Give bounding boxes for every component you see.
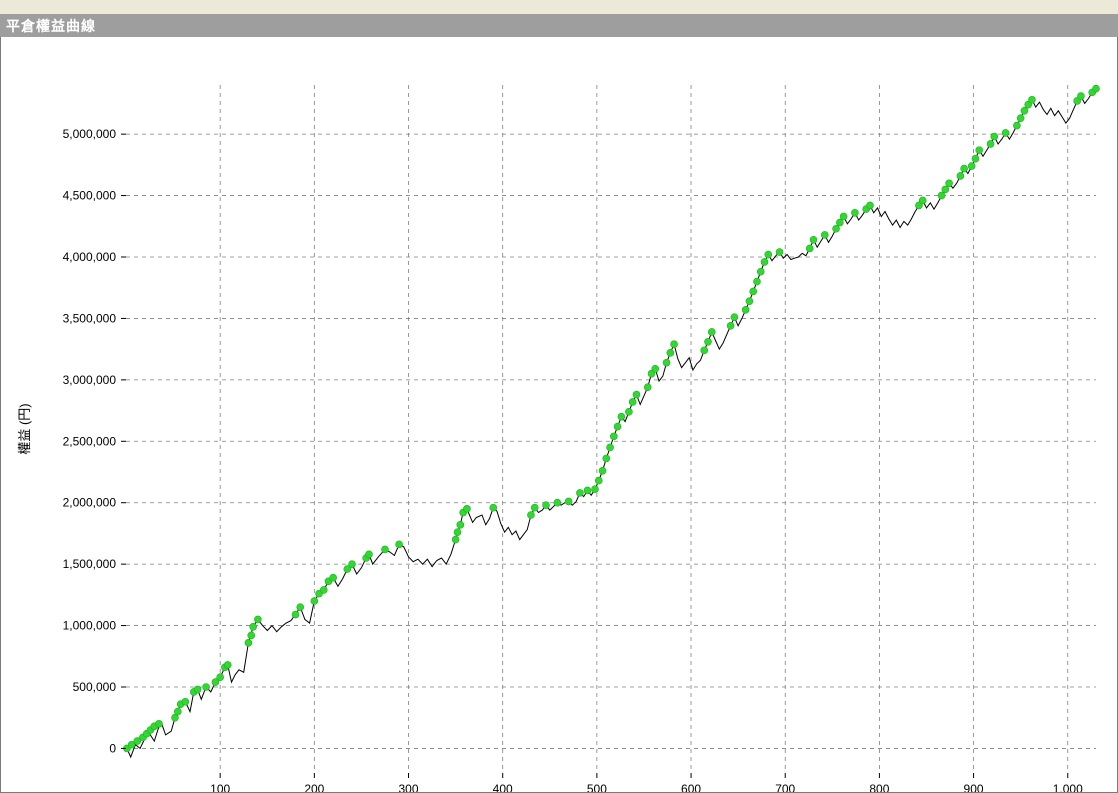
svg-text:200: 200 (304, 782, 324, 792)
window-title: 平倉權益曲線 (6, 16, 96, 36)
svg-text:900: 900 (964, 782, 984, 792)
svg-text:300: 300 (399, 782, 419, 792)
svg-text:5,000,000: 5,000,000 (63, 127, 117, 141)
svg-text:800: 800 (869, 782, 889, 792)
svg-text:1,000,000: 1,000,000 (63, 619, 117, 633)
svg-text:400: 400 (493, 782, 513, 792)
svg-text:1,000: 1,000 (1053, 782, 1083, 792)
svg-text:500: 500 (587, 782, 607, 792)
svg-text:4,000,000: 4,000,000 (63, 250, 117, 264)
svg-text:4,500,000: 4,500,000 (63, 189, 117, 203)
svg-text:權益 (円): 權益 (円) (17, 403, 32, 454)
svg-text:3,000,000: 3,000,000 (63, 373, 117, 387)
svg-text:0: 0 (109, 741, 116, 755)
window-titlebar: 平倉權益曲線 (0, 15, 1118, 37)
toolbar (0, 0, 1118, 15)
svg-text:100: 100 (210, 782, 230, 792)
svg-text:3,500,000: 3,500,000 (63, 311, 117, 325)
svg-text:600: 600 (681, 782, 701, 792)
svg-text:2,500,000: 2,500,000 (63, 434, 117, 448)
svg-text:1,500,000: 1,500,000 (63, 557, 117, 571)
svg-text:700: 700 (775, 782, 795, 792)
svg-text:500,000: 500,000 (73, 680, 117, 694)
svg-text:2,000,000: 2,000,000 (63, 496, 117, 510)
equity-curve-chart: 100 200 300 400 500 600 700 800 900 1,000 0 500,000… (0, 37, 1118, 793)
